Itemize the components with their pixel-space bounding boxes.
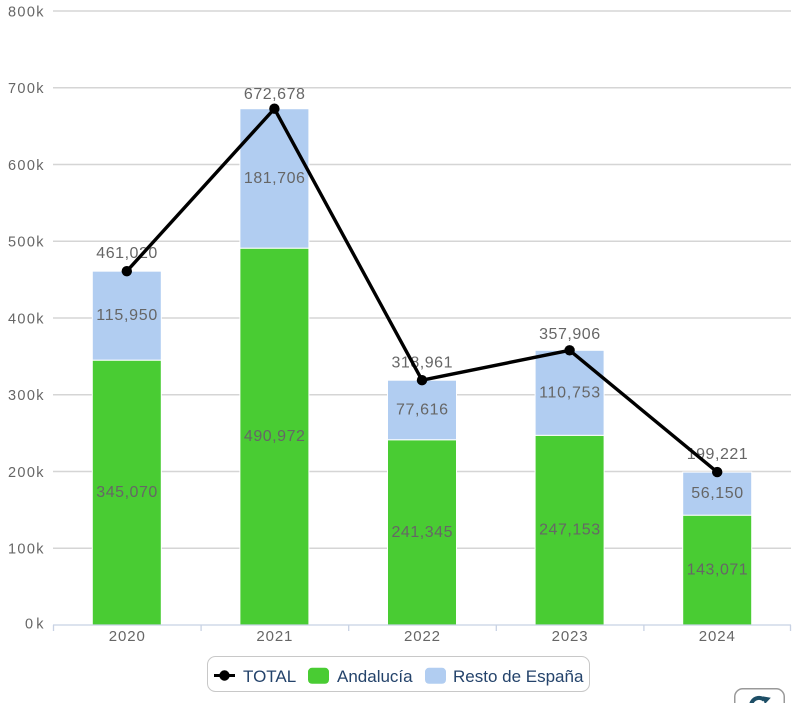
svg-text:Resto de España: Resto de España [453,667,584,686]
svg-text:600k: 600k [8,158,44,174]
svg-text:700k: 700k [8,81,44,97]
svg-text:2022: 2022 [404,628,440,645]
svg-text:461,020: 461,020 [96,245,157,262]
svg-text:143,071: 143,071 [687,562,748,579]
svg-text:300k: 300k [8,388,44,404]
svg-text:400k: 400k [8,311,44,327]
svg-text:TOTAL: TOTAL [243,667,296,686]
svg-text:Andalucía: Andalucía [337,667,413,686]
svg-text:181,706: 181,706 [244,170,305,187]
svg-text:318,961: 318,961 [392,355,453,372]
svg-text:500k: 500k [8,235,44,251]
svg-text:200k: 200k [8,465,44,481]
svg-text:345,070: 345,070 [96,484,157,501]
svg-text:2020: 2020 [109,628,145,645]
svg-text:56,150: 56,150 [691,485,743,502]
svg-text:800k: 800k [8,4,44,20]
svg-text:2021: 2021 [256,628,292,645]
svg-text:357,906: 357,906 [539,326,600,343]
svg-text:2024: 2024 [699,628,735,645]
svg-text:2023: 2023 [552,628,588,645]
svg-text:241,345: 241,345 [392,524,453,541]
svg-text:115,950: 115,950 [96,307,157,324]
svg-text:100k: 100k [8,542,44,558]
svg-text:672,678: 672,678 [244,86,305,103]
svg-text:490,972: 490,972 [244,428,305,445]
svg-text:247,153: 247,153 [539,522,600,539]
svg-text:110,753: 110,753 [539,384,600,401]
svg-text:77,616: 77,616 [396,402,448,419]
